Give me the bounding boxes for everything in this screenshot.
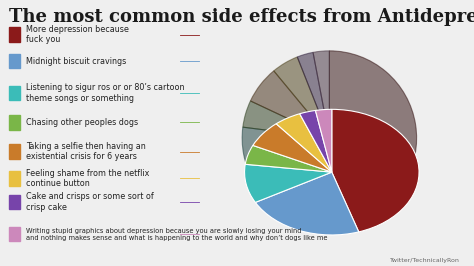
Text: Midnight biscuit cravings: Midnight biscuit cravings (26, 57, 126, 66)
Text: Writing stupid graphics about depression because you are slowly losing your mind: Writing stupid graphics about depression… (26, 228, 328, 240)
Wedge shape (332, 109, 419, 232)
Text: Taking a selfie then having an
existential crisis for 6 years: Taking a selfie then having an existenti… (26, 142, 146, 161)
Wedge shape (276, 114, 332, 172)
Text: The most common side effects from Antidepressants: The most common side effects from Antide… (9, 8, 474, 26)
Wedge shape (245, 146, 332, 172)
Text: Twitter/TechnicallyRon: Twitter/TechnicallyRon (390, 258, 460, 263)
Wedge shape (300, 110, 332, 172)
Text: More depression because
fuck you: More depression because fuck you (26, 25, 129, 44)
Wedge shape (255, 172, 359, 235)
Text: Chasing other peoples dogs: Chasing other peoples dogs (26, 118, 138, 127)
Wedge shape (253, 124, 332, 172)
Wedge shape (245, 164, 332, 202)
Text: Cake and crisps or some sort of
crisp cake: Cake and crisps or some sort of crisp ca… (26, 193, 154, 212)
Text: Feeling shame from the netflix
continue button: Feeling shame from the netflix continue … (26, 169, 149, 188)
Wedge shape (316, 109, 332, 172)
Text: Listening to sigur ros or or 80’s cartoon
theme songs or something: Listening to sigur ros or or 80’s cartoo… (26, 84, 184, 103)
